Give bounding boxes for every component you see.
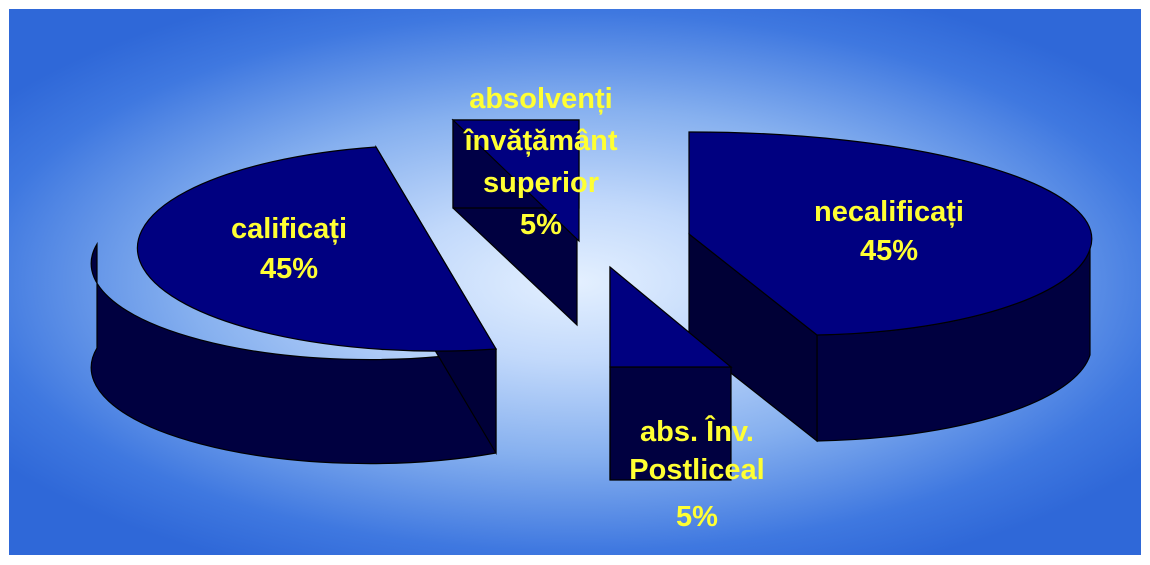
pie-slice-postliceal (609, 265, 733, 481)
pie-slice-calificati (90, 144, 498, 465)
data-label-superior-line2: învățământ (462, 125, 617, 157)
data-label-postliceal-line1: abs. Înv. (640, 414, 754, 448)
chart-area: calificați 45% absolvenți învățământ sup… (9, 9, 1141, 555)
data-label-postliceal-line2: Postliceal (629, 454, 764, 486)
data-label-necalificati-percent: 45% (860, 235, 918, 267)
pie-chart: calificați 45% absolvenți învățământ sup… (90, 83, 1093, 533)
data-label-calificati: calificați (231, 213, 347, 245)
data-label-superior-percent: 5% (520, 209, 562, 241)
slice-top-calificati (136, 146, 498, 352)
slice-top-postliceal (609, 265, 733, 368)
data-label-calificati-percent: 45% (260, 253, 318, 285)
pie-slice-necalificati (688, 131, 1093, 443)
pie-slice-superior (451, 118, 580, 327)
data-label-superior-line3: superior (483, 167, 599, 199)
slice-top-superior (451, 119, 580, 243)
slice-top-necalificati (688, 131, 1093, 336)
data-label-superior-line1: absolvenți (469, 83, 612, 115)
data-label-postliceal-percent: 5% (676, 501, 718, 533)
data-label-necalificati: necalificați (814, 196, 964, 228)
